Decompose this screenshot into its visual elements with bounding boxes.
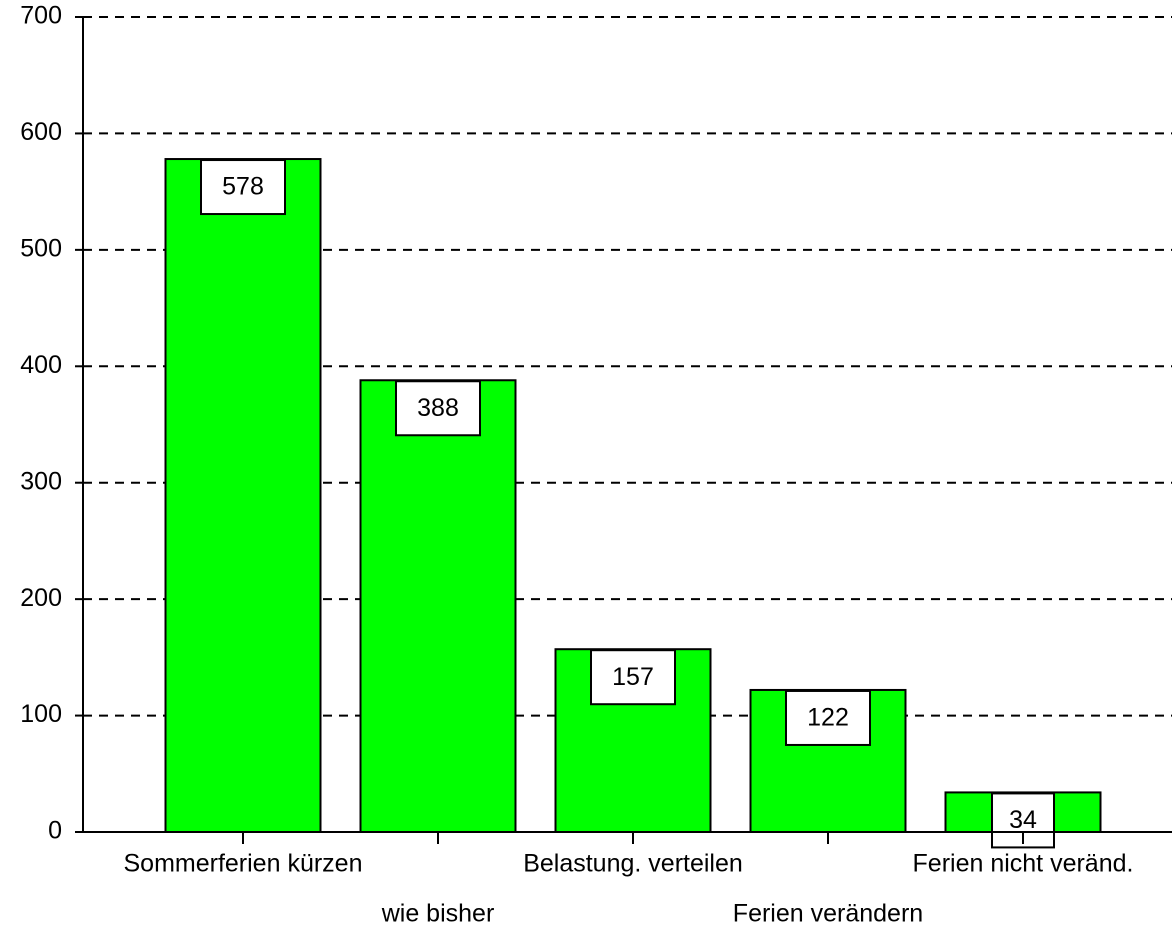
- y-tick-label: 700: [20, 2, 62, 30]
- y-tick-label: 200: [20, 584, 62, 612]
- x-tick-label: Ferien nicht veränd.: [913, 850, 1134, 878]
- value-label-box: [991, 792, 1055, 849]
- y-tick-label: 500: [20, 234, 62, 262]
- value-label: 122: [807, 704, 849, 732]
- value-label-box: [785, 689, 871, 746]
- y-tick-label: 0: [48, 817, 62, 845]
- bar: [164, 158, 322, 834]
- value-label: 578: [222, 173, 264, 201]
- value-label: 388: [417, 394, 459, 422]
- bar: [749, 688, 907, 834]
- value-label-box: [590, 649, 676, 706]
- x-tick-label: Ferien verändern: [733, 900, 923, 928]
- value-label-box: [395, 380, 481, 437]
- x-tick-label: Sommerferien kürzen: [124, 850, 363, 878]
- bar: [359, 379, 517, 833]
- y-tick-label: 400: [20, 351, 62, 379]
- value-label: 157: [612, 663, 654, 691]
- x-tick-label: wie bisher: [381, 900, 495, 928]
- y-tick-label: 300: [20, 467, 62, 495]
- value-label-box: [200, 159, 286, 216]
- y-tick-label: 600: [20, 118, 62, 146]
- x-tick-label: Belastung. verteilen: [523, 850, 743, 878]
- value-label: 34: [1009, 806, 1037, 834]
- y-tick-label: 100: [20, 700, 62, 728]
